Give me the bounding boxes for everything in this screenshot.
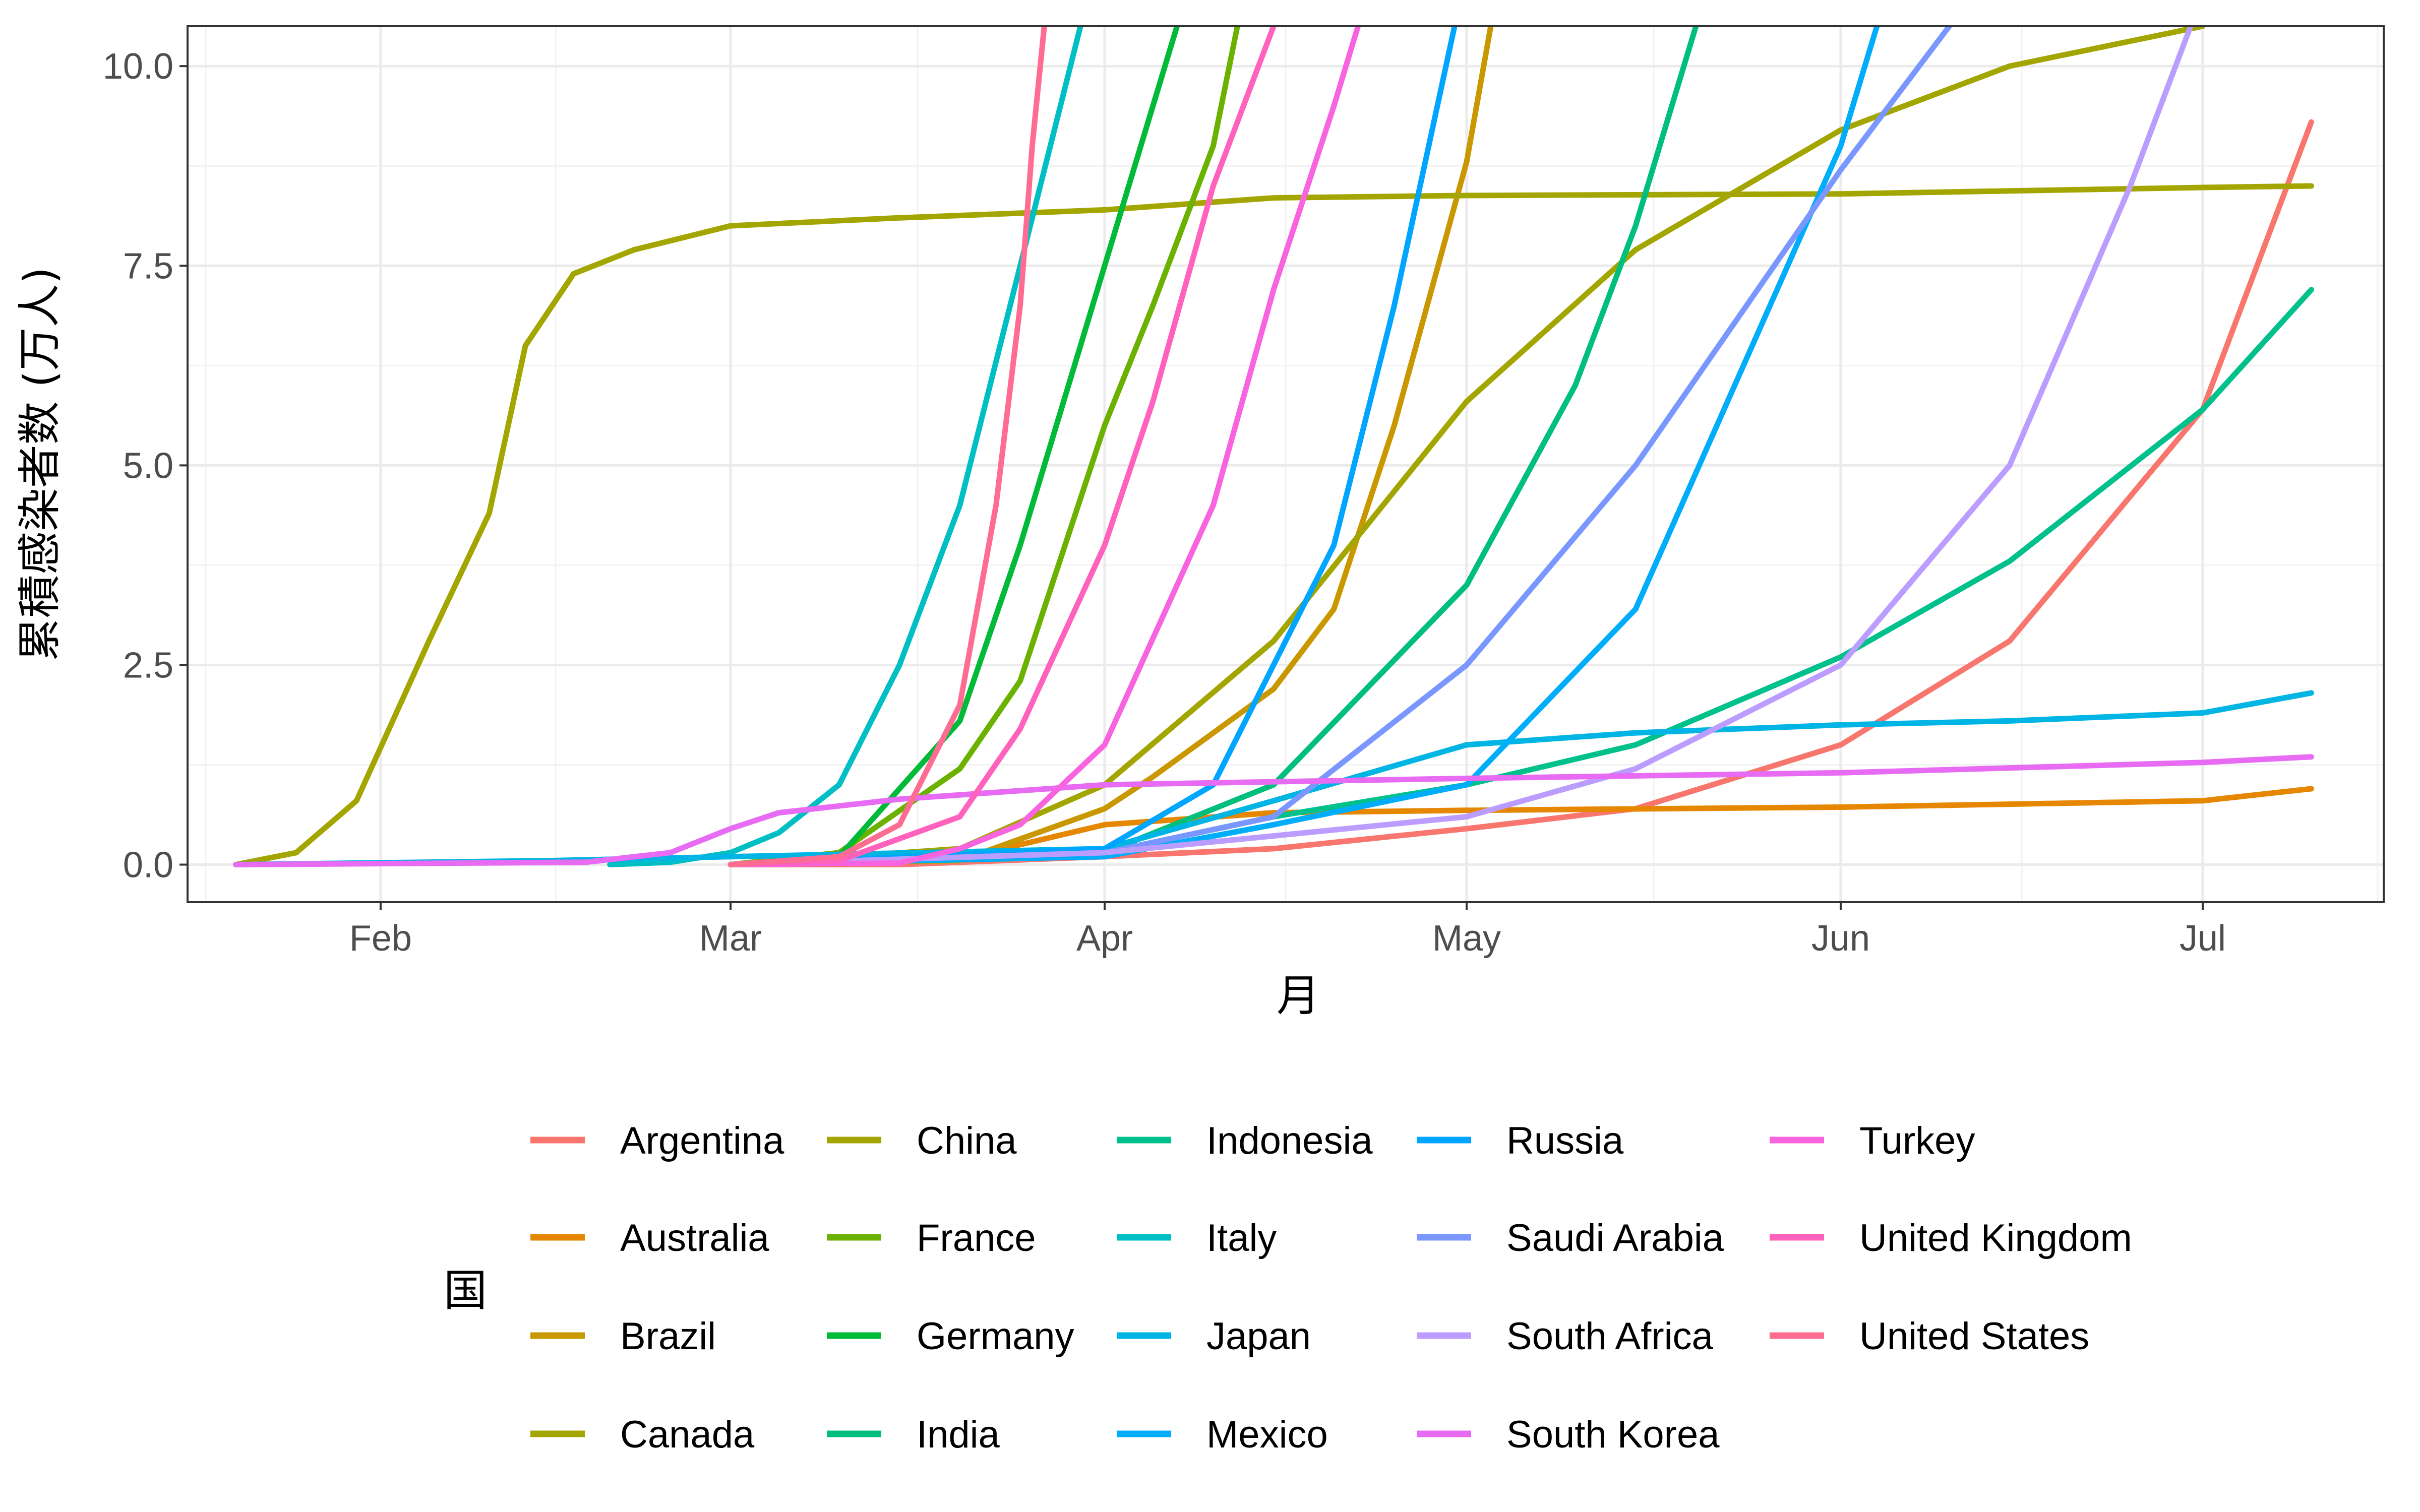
series-line-south-africa (728, 26, 2194, 867)
legend-label: South Africa (1506, 1315, 1714, 1358)
x-tick-label: Feb (349, 918, 412, 959)
x-tick-label: Jul (2180, 918, 2226, 959)
legend-label: Saudi Arabia (1506, 1217, 1724, 1259)
series-line-japan (233, 690, 2314, 867)
legend-label: Russia (1506, 1119, 1624, 1162)
legend-label: United Kingdom (1859, 1217, 2132, 1259)
legend-label: Canada (620, 1413, 755, 1456)
legend-label: France (917, 1217, 1036, 1259)
legend-label: China (917, 1119, 1017, 1162)
x-tick-label: Jun (1811, 918, 1870, 959)
y-tick-label: 10.0 (103, 46, 173, 87)
legend-label: Argentina (620, 1119, 784, 1162)
x-axis: Feb Mar Apr May Jun Jul (349, 902, 2226, 959)
legend-label: Indonesia (1206, 1119, 1373, 1162)
legend-label: Australia (620, 1217, 769, 1259)
x-axis-title: 月 (1277, 971, 1320, 1021)
series-line-mexico (728, 26, 1880, 867)
y-tick-label: 7.5 (123, 246, 173, 286)
legend-label: Mexico (1206, 1413, 1328, 1456)
legend-label: United States (1859, 1315, 2089, 1358)
x-tick-label: Apr (1076, 918, 1133, 959)
x-tick-label: Mar (699, 918, 762, 959)
series-line-turkey (728, 26, 1361, 867)
series-layer (233, 26, 2314, 867)
legend-label: Brazil (620, 1315, 716, 1358)
series-line-france (728, 26, 1240, 867)
y-tick-label: 2.5 (123, 645, 173, 685)
legend-label: Italy (1206, 1217, 1277, 1259)
plot-border (187, 25, 2385, 903)
legend-label: India (917, 1413, 1000, 1456)
series-line-russia (728, 26, 1458, 867)
series-line-united-kingdom (728, 26, 1277, 867)
y-axis: 0.0 2.5 5.0 7.5 10.0 (103, 46, 188, 886)
legend-label: Germany (917, 1315, 1074, 1358)
y-axis-title: 累積感染者数 (万人) (15, 267, 65, 661)
legend-label: South Korea (1506, 1413, 1720, 1456)
series-line-brazil (728, 26, 1494, 867)
series-line-united-states (728, 26, 1047, 867)
series-line-south-korea (233, 754, 2314, 867)
y-tick-label: 0.0 (123, 845, 173, 886)
legend-label: Turkey (1859, 1119, 1975, 1162)
legend-label: Japan (1206, 1315, 1311, 1358)
legend-title: 国 (444, 1266, 487, 1316)
series-line-china (233, 183, 2314, 867)
x-tick-label: May (1432, 918, 1501, 959)
y-tick-label: 5.0 (123, 446, 173, 486)
legend: Argentina Australia Brazil Canada China Franc… (530, 1119, 2132, 1456)
